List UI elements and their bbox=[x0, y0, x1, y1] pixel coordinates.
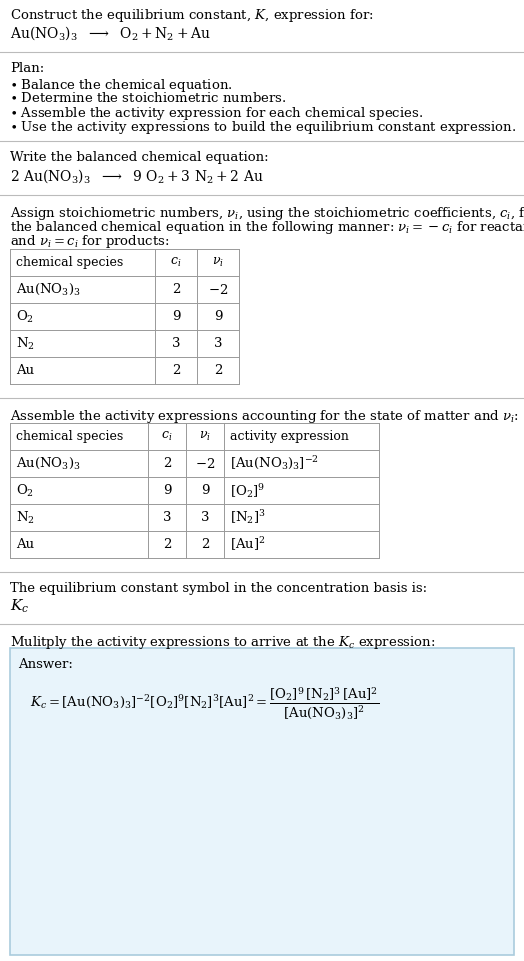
Text: The equilibrium constant symbol in the concentration basis is:: The equilibrium constant symbol in the c… bbox=[10, 582, 427, 595]
Text: Au: Au bbox=[16, 538, 34, 551]
Text: 2: 2 bbox=[201, 538, 209, 551]
Text: Plan:: Plan: bbox=[10, 62, 44, 75]
Text: 3: 3 bbox=[201, 511, 209, 524]
Text: Mulitply the activity expressions to arrive at the $K_c$ expression:: Mulitply the activity expressions to arr… bbox=[10, 634, 435, 651]
Text: $\mathrm{Au(NO_3)_3}$: $\mathrm{Au(NO_3)_3}$ bbox=[16, 456, 81, 471]
Text: $\mathrm{N_2}$: $\mathrm{N_2}$ bbox=[16, 509, 35, 526]
Text: chemical species: chemical species bbox=[16, 256, 123, 269]
Text: $\bullet$ Determine the stoichiometric numbers.: $\bullet$ Determine the stoichiometric n… bbox=[10, 91, 287, 105]
Text: $-2$: $-2$ bbox=[195, 456, 215, 471]
Text: Construct the equilibrium constant, $K$, expression for:: Construct the equilibrium constant, $K$,… bbox=[10, 7, 374, 24]
Text: $\mathrm{N_2}$: $\mathrm{N_2}$ bbox=[16, 335, 35, 352]
Text: 9: 9 bbox=[201, 484, 209, 497]
Text: the balanced chemical equation in the following manner: $\nu_i = -c_i$ for react: the balanced chemical equation in the fo… bbox=[10, 219, 524, 236]
Text: 3: 3 bbox=[163, 511, 171, 524]
Text: Au: Au bbox=[16, 364, 34, 377]
Text: 2: 2 bbox=[172, 364, 180, 377]
Text: 2: 2 bbox=[214, 364, 222, 377]
FancyBboxPatch shape bbox=[10, 648, 514, 955]
Text: Write the balanced chemical equation:: Write the balanced chemical equation: bbox=[10, 151, 269, 164]
Text: Assemble the activity expressions accounting for the state of matter and $\nu_i$: Assemble the activity expressions accoun… bbox=[10, 408, 519, 425]
Text: $\mathrm{O_2}$: $\mathrm{O_2}$ bbox=[16, 308, 34, 325]
Text: Assign stoichiometric numbers, $\nu_i$, using the stoichiometric coefficients, $: Assign stoichiometric numbers, $\nu_i$, … bbox=[10, 205, 524, 222]
Text: $\mathrm{2\ Au(NO_3)_3}$  $\longrightarrow$  $\mathrm{9\ O_2 + 3\ N_2 + 2\ Au}$: $\mathrm{2\ Au(NO_3)_3}$ $\longrightarro… bbox=[10, 167, 264, 185]
Text: $\mathrm{O_2}$: $\mathrm{O_2}$ bbox=[16, 482, 34, 499]
Text: 2: 2 bbox=[163, 538, 171, 551]
Text: $\nu_i$: $\nu_i$ bbox=[212, 256, 224, 269]
Text: $c_i$: $c_i$ bbox=[170, 256, 182, 269]
Text: $\mathrm{Au(NO_3)_3}$  $\longrightarrow$  $\mathrm{O_2 + N_2 + Au}$: $\mathrm{Au(NO_3)_3}$ $\longrightarrow$ … bbox=[10, 24, 211, 41]
Text: 9: 9 bbox=[214, 310, 222, 323]
Text: 9: 9 bbox=[172, 310, 180, 323]
Text: 2: 2 bbox=[163, 457, 171, 470]
Text: $-2$: $-2$ bbox=[208, 283, 228, 297]
Text: $K_c$: $K_c$ bbox=[10, 598, 29, 615]
Text: and $\nu_i = c_i$ for products:: and $\nu_i = c_i$ for products: bbox=[10, 233, 169, 250]
Text: 2: 2 bbox=[172, 283, 180, 296]
Text: Answer:: Answer: bbox=[18, 658, 73, 671]
Text: $\bullet$ Use the activity expressions to build the equilibrium constant express: $\bullet$ Use the activity expressions t… bbox=[10, 119, 517, 136]
Text: $K_c = [\mathrm{Au(NO_3)_3}]^{-2}[\mathrm{O_2}]^9[\mathrm{N_2}]^3[\mathrm{Au}]^2: $K_c = [\mathrm{Au(NO_3)_3}]^{-2}[\mathr… bbox=[30, 686, 379, 721]
Text: $c_i$: $c_i$ bbox=[161, 430, 173, 443]
Text: $[\mathrm{O_2}]^9$: $[\mathrm{O_2}]^9$ bbox=[230, 481, 265, 500]
Text: chemical species: chemical species bbox=[16, 430, 123, 443]
Text: 3: 3 bbox=[214, 337, 222, 350]
Text: $[\mathrm{Au}]^2$: $[\mathrm{Au}]^2$ bbox=[230, 535, 266, 554]
Text: $[\mathrm{Au(NO_3)_3}]^{-2}$: $[\mathrm{Au(NO_3)_3}]^{-2}$ bbox=[230, 455, 319, 472]
Text: $\nu_i$: $\nu_i$ bbox=[199, 430, 211, 443]
Text: activity expression: activity expression bbox=[230, 430, 349, 443]
Text: 9: 9 bbox=[163, 484, 171, 497]
Text: $[\mathrm{N_2}]^3$: $[\mathrm{N_2}]^3$ bbox=[230, 508, 266, 527]
Text: $\mathrm{Au(NO_3)_3}$: $\mathrm{Au(NO_3)_3}$ bbox=[16, 282, 81, 297]
Text: $\bullet$ Assemble the activity expression for each chemical species.: $\bullet$ Assemble the activity expressi… bbox=[10, 105, 423, 122]
Text: 3: 3 bbox=[172, 337, 180, 350]
Text: $\bullet$ Balance the chemical equation.: $\bullet$ Balance the chemical equation. bbox=[10, 77, 233, 94]
